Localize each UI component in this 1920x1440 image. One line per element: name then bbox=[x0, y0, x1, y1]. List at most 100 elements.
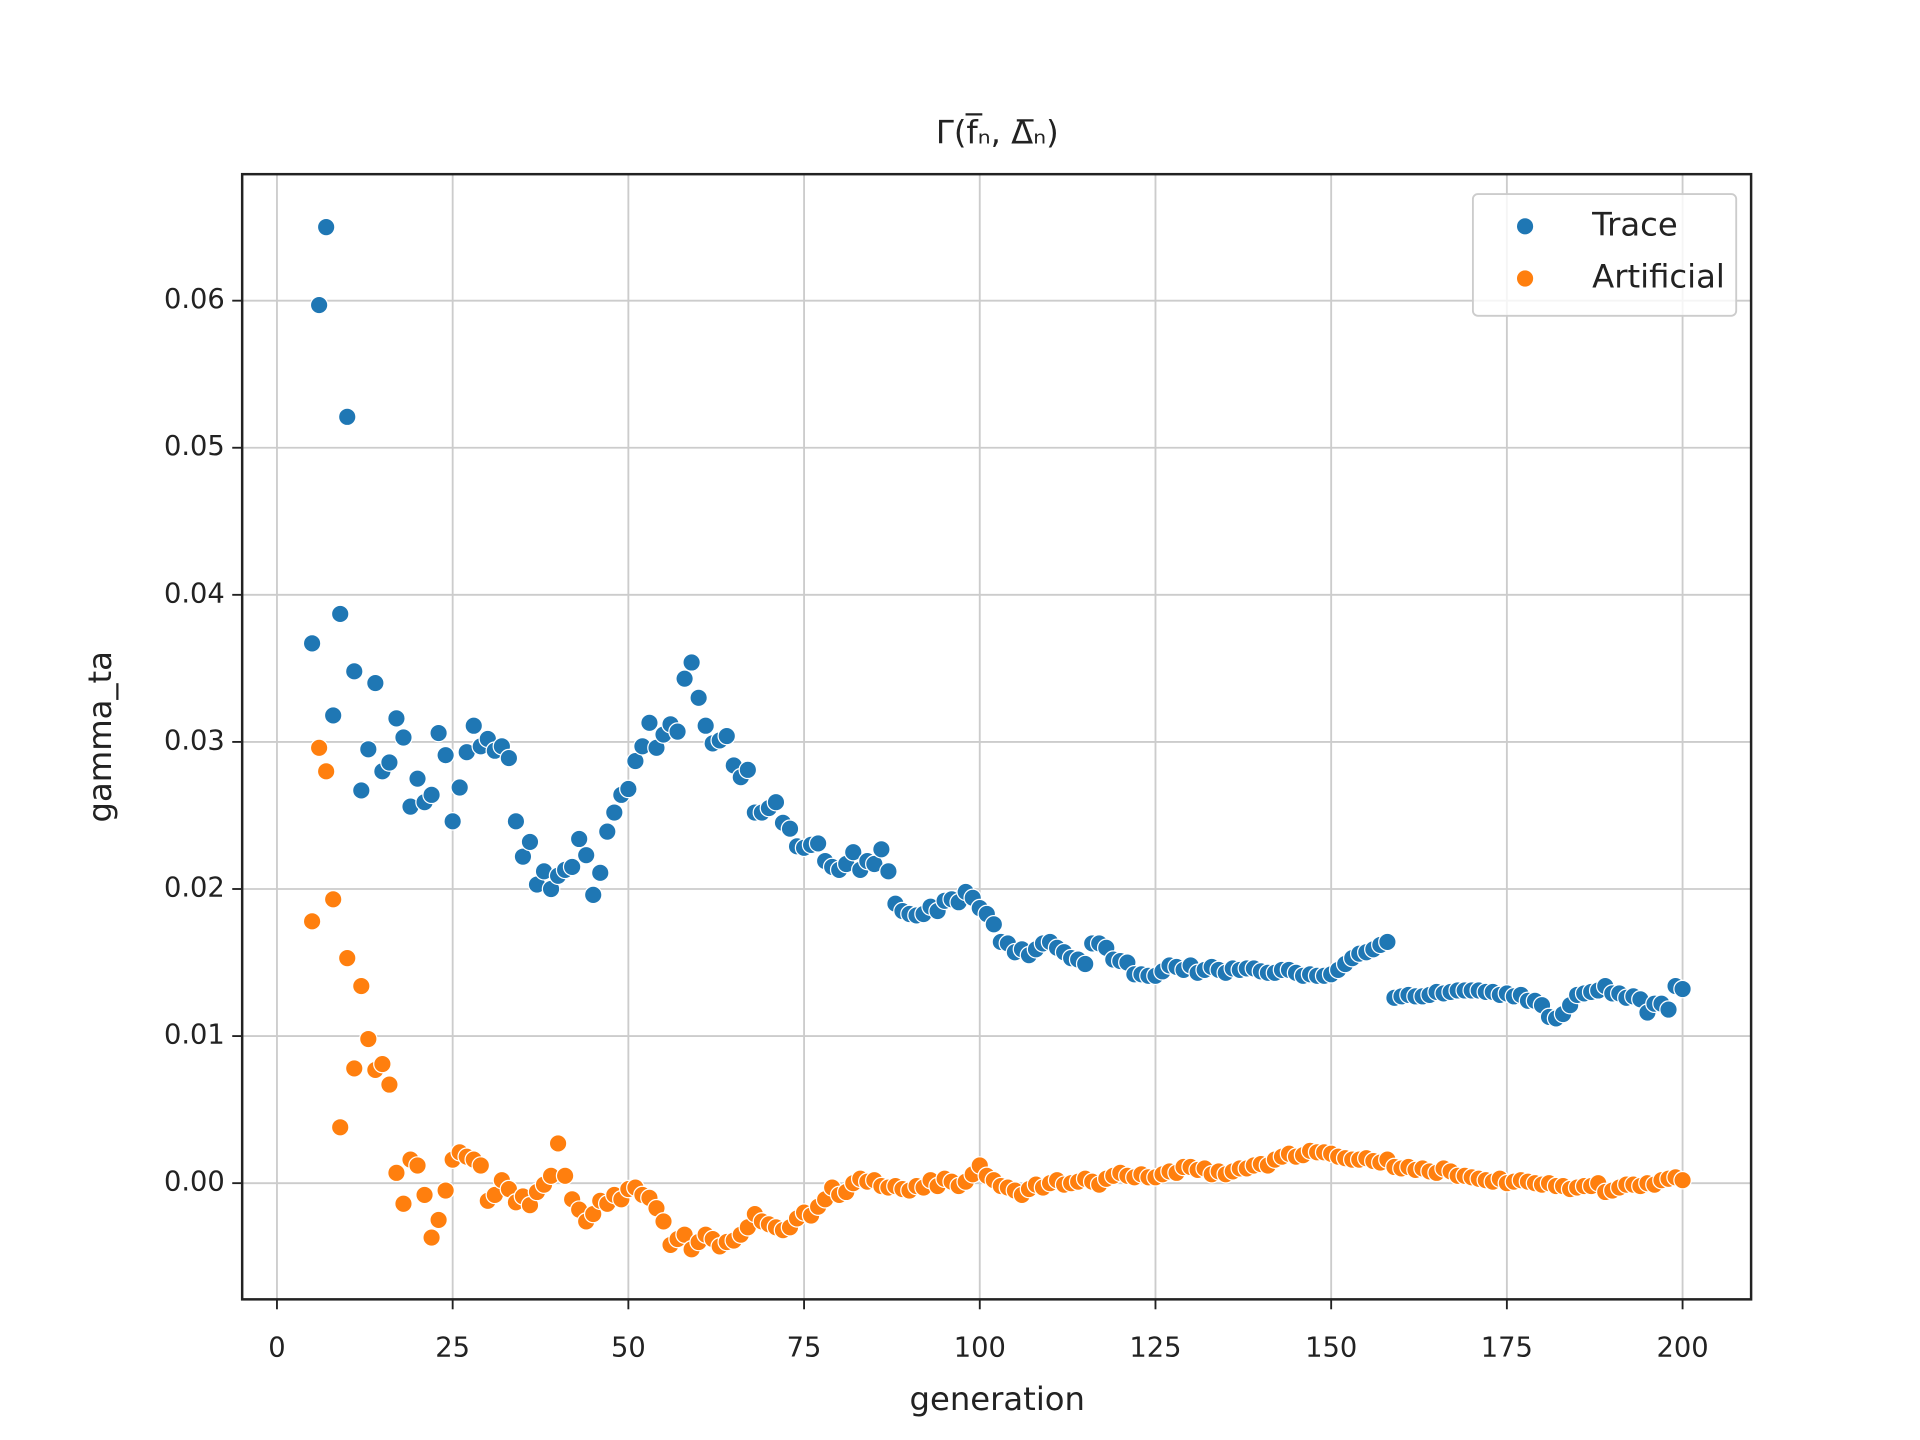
point bbox=[387, 709, 406, 728]
point bbox=[422, 785, 441, 805]
point bbox=[569, 829, 589, 849]
point bbox=[780, 819, 800, 839]
point bbox=[576, 845, 596, 865]
point bbox=[766, 792, 786, 812]
point bbox=[337, 948, 357, 968]
point bbox=[682, 653, 701, 672]
point bbox=[464, 716, 484, 736]
point bbox=[548, 1134, 568, 1153]
legend-box bbox=[1471, 193, 1738, 317]
point bbox=[879, 862, 898, 881]
point bbox=[380, 1075, 399, 1094]
x-tick-label: 200 bbox=[1657, 1333, 1709, 1364]
plot-frame bbox=[240, 172, 1753, 1301]
y-tick-label: 0.00 bbox=[164, 1167, 225, 1198]
point bbox=[344, 662, 364, 681]
point bbox=[408, 769, 427, 788]
y-axis-label: gamma_ta bbox=[81, 651, 119, 822]
point bbox=[436, 745, 455, 765]
point bbox=[640, 713, 659, 733]
point bbox=[429, 1210, 448, 1230]
point bbox=[330, 1117, 350, 1137]
point bbox=[604, 803, 624, 822]
point bbox=[351, 781, 371, 800]
point bbox=[717, 726, 737, 746]
point bbox=[316, 217, 336, 237]
y-tick-label: 0.03 bbox=[164, 725, 225, 756]
point bbox=[436, 1181, 455, 1200]
point bbox=[668, 722, 687, 741]
point bbox=[689, 688, 708, 708]
x-tick-label: 150 bbox=[1305, 1333, 1357, 1364]
point bbox=[408, 1156, 427, 1175]
point bbox=[1378, 932, 1397, 952]
point bbox=[562, 857, 582, 877]
x-axis-label: generation bbox=[910, 1380, 1085, 1418]
point bbox=[654, 1212, 673, 1231]
point bbox=[443, 812, 462, 831]
point bbox=[520, 832, 540, 852]
point bbox=[380, 753, 399, 772]
point bbox=[316, 762, 336, 781]
y-tick-label: 0.02 bbox=[164, 872, 225, 903]
point bbox=[590, 863, 610, 883]
y-tick-label: 0.04 bbox=[164, 578, 225, 609]
y-tick-label: 0.05 bbox=[164, 431, 225, 462]
legend-label: Trace bbox=[1591, 205, 1678, 243]
point bbox=[337, 407, 357, 427]
point bbox=[808, 834, 828, 853]
point bbox=[302, 912, 322, 931]
point bbox=[302, 634, 322, 653]
point bbox=[872, 839, 891, 859]
point bbox=[619, 779, 638, 799]
x-tick-label: 125 bbox=[1129, 1333, 1181, 1364]
y-tick-label: 0.01 bbox=[164, 1020, 225, 1051]
point bbox=[597, 822, 617, 841]
legend-label: Artificial bbox=[1592, 257, 1725, 295]
point bbox=[450, 778, 470, 797]
point bbox=[366, 673, 385, 693]
point bbox=[675, 669, 694, 688]
point bbox=[344, 1059, 364, 1078]
point bbox=[843, 842, 863, 862]
x-tick-label: 25 bbox=[435, 1333, 470, 1364]
x-tick-label: 175 bbox=[1481, 1333, 1533, 1364]
point bbox=[471, 1156, 491, 1175]
legend: Trace Artificial bbox=[1471, 193, 1738, 317]
point bbox=[351, 976, 371, 996]
point bbox=[323, 706, 343, 725]
point bbox=[1659, 1000, 1678, 1019]
chart-title: Γ(f̅ₙ, Δ̅ₙ) bbox=[936, 113, 1059, 152]
point bbox=[415, 1185, 434, 1205]
y-tick-label: 0.06 bbox=[164, 284, 225, 315]
point bbox=[359, 739, 378, 759]
point bbox=[984, 914, 1004, 934]
point bbox=[394, 728, 413, 747]
point bbox=[583, 885, 603, 905]
x-tick-label: 0 bbox=[268, 1333, 285, 1364]
legend-marker bbox=[1515, 217, 1535, 236]
point bbox=[738, 760, 758, 780]
point bbox=[696, 716, 715, 736]
point bbox=[1075, 954, 1095, 974]
point bbox=[309, 295, 329, 315]
x-tick-label: 75 bbox=[787, 1333, 822, 1364]
point bbox=[373, 1054, 392, 1074]
point bbox=[506, 812, 526, 831]
point bbox=[309, 738, 329, 758]
x-tick-label: 100 bbox=[954, 1333, 1006, 1364]
point bbox=[1673, 1170, 1692, 1190]
point bbox=[394, 1194, 413, 1214]
point bbox=[499, 748, 519, 768]
x-tick-label: 50 bbox=[611, 1333, 646, 1364]
point bbox=[330, 604, 350, 624]
point bbox=[555, 1166, 575, 1186]
point bbox=[387, 1163, 406, 1183]
point bbox=[422, 1228, 441, 1247]
point bbox=[359, 1029, 378, 1049]
point bbox=[323, 889, 343, 909]
point bbox=[1673, 979, 1692, 999]
legend-marker bbox=[1515, 269, 1535, 288]
point bbox=[429, 723, 448, 743]
